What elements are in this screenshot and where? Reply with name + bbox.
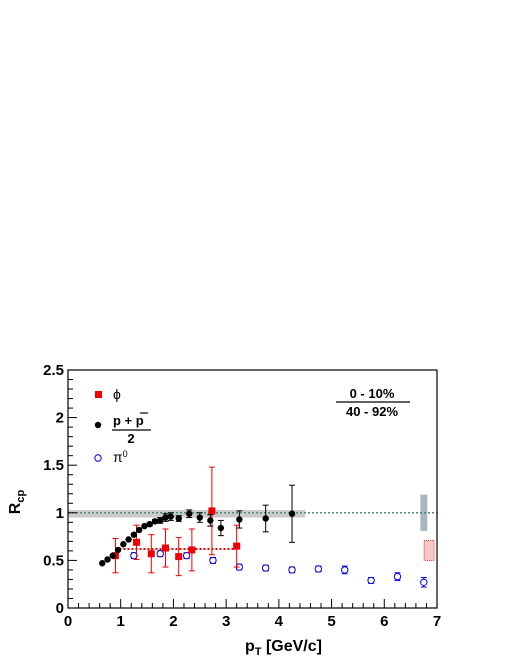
- plot-frame: [67, 369, 438, 609]
- phi-data-point: [133, 538, 141, 546]
- proton-data-point: [135, 526, 143, 534]
- proton-data-point: [196, 514, 203, 521]
- proton-data-point: [262, 515, 269, 522]
- phi-data-point: [233, 542, 241, 550]
- y-tick-label: 0.5: [43, 552, 64, 569]
- pi0-data-point: [393, 572, 402, 581]
- proton-data-point: [104, 556, 111, 563]
- legend-pi0-marker: [94, 454, 102, 462]
- legend-proton-denominator: 2: [127, 431, 134, 446]
- x-tick-label: 7: [433, 613, 441, 630]
- y-tick-label: 2: [56, 410, 64, 427]
- x-tick-label: 6: [380, 613, 388, 630]
- legend-proton-marker: [94, 421, 102, 429]
- legend-phi-marker: [95, 391, 102, 398]
- legend-phi-label: ϕ: [113, 386, 121, 402]
- pi0-data-point: [209, 556, 217, 565]
- pi0-data-point: [288, 566, 296, 574]
- proton-data-point: [141, 522, 148, 530]
- centrality-denominator: 40 - 92%: [346, 404, 398, 419]
- phi-data-point: [147, 550, 155, 558]
- phi-normalization-box: [423, 540, 435, 561]
- x-tick-label: 0: [64, 613, 72, 630]
- proton-data-point: [207, 517, 214, 524]
- pi0-data-point: [420, 578, 428, 586]
- proton-data-point: [151, 518, 159, 525]
- proton-data-point: [186, 510, 193, 517]
- proton-data-point: [114, 546, 122, 554]
- pi0-data-point: [367, 576, 375, 585]
- phi-data-point: [162, 544, 170, 552]
- proton-data-point: [162, 514, 169, 521]
- proton-data-point: [217, 524, 225, 532]
- y-tick-label: 0: [56, 600, 64, 617]
- legend-proton-numerator: p + p: [113, 413, 144, 428]
- proton-data-point: [157, 517, 164, 524]
- systematic-bands: [68, 494, 435, 561]
- legend: ϕ p + p 2 π0: [94, 386, 151, 465]
- proton-data-point: [120, 541, 127, 548]
- pi0-data-point: [156, 550, 164, 558]
- proton-data-point: [109, 552, 117, 559]
- proton-data-point: [288, 510, 296, 517]
- data-points-layer: [99, 466, 428, 588]
- pi0-data-point: [182, 551, 191, 560]
- legend-pi0-label: π0: [113, 449, 128, 465]
- y-tick-label: 1.5: [43, 457, 64, 474]
- x-axis-label: pT [GeV/c]: [245, 638, 322, 658]
- proton-data-point: [175, 515, 182, 522]
- y-tick-label: 1: [56, 505, 64, 522]
- x-tick-label: 4: [275, 613, 284, 630]
- y-axis-label: Rcp: [7, 490, 27, 515]
- phi-data-point: [208, 507, 216, 515]
- x-tick-label: 1: [117, 613, 125, 630]
- proton-data-point: [130, 531, 138, 538]
- x-tick-label: 5: [327, 613, 335, 630]
- axis-ticks: 0 1 2 3 4 5 6 7 0 0.5 1 1.5 2 2.5: [43, 362, 441, 630]
- centrality-numerator: 0 - 10%: [350, 386, 395, 401]
- proton-data-point: [99, 560, 106, 567]
- phi-data-point: [175, 553, 183, 561]
- phi-data-point: [188, 546, 196, 554]
- x-tick-label: 2: [169, 613, 177, 630]
- y-tick-label: 2.5: [43, 362, 64, 379]
- normalization-uncertainty-box: [420, 494, 428, 531]
- proton-data-point: [146, 521, 153, 528]
- pi0-data-point: [261, 564, 270, 572]
- proton-data-point: [167, 513, 174, 520]
- pi0-data-point: [314, 565, 323, 573]
- proton-data-point: [236, 516, 243, 523]
- pi0-data-point: [341, 566, 349, 574]
- pi0-data-point: [130, 551, 138, 560]
- x-tick-label: 3: [222, 613, 230, 630]
- proton-data-point: [125, 536, 132, 543]
